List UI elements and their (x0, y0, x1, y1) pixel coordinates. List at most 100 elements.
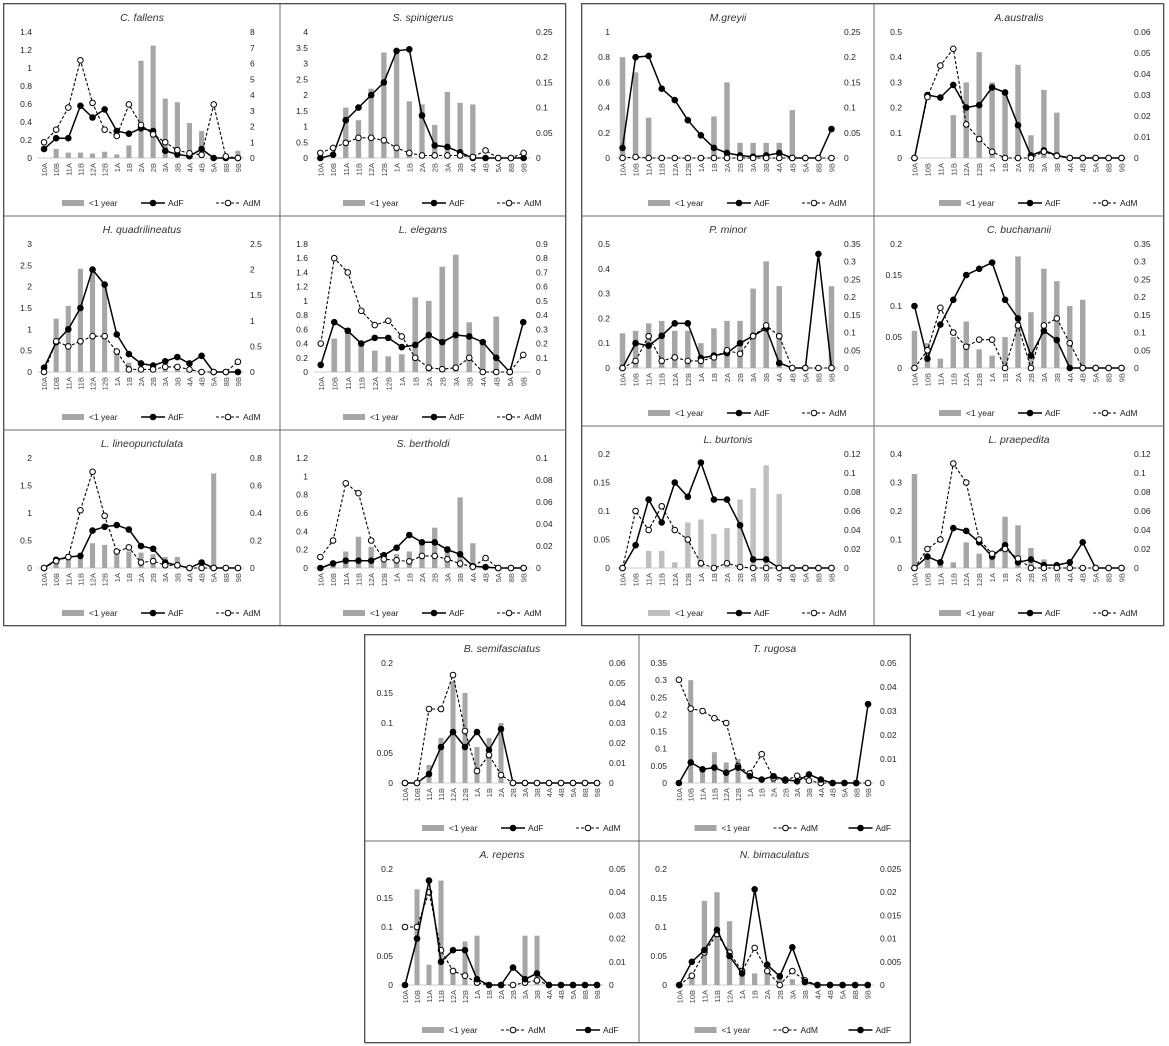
bar (77, 152, 83, 158)
point-adm (788, 154, 796, 162)
x-tick-label: 12A (671, 373, 680, 386)
point-adm (815, 154, 822, 162)
x-tick-label: 4B (1079, 163, 1088, 172)
bar (989, 553, 995, 568)
point-adm (1053, 315, 1061, 322)
point-adm (751, 944, 758, 952)
y-left-tick-label: 1.5 (20, 303, 32, 313)
legend-label: <1 year (675, 608, 704, 618)
x-tick-label: 10B (688, 990, 697, 1003)
x-tick-label: 4A (545, 788, 554, 797)
x-tick-label: 4B (198, 377, 207, 386)
x-tick-label: 2A (1014, 163, 1023, 172)
point-adm (802, 154, 809, 162)
point-adm (456, 560, 464, 567)
x-tick-label: 11A (645, 163, 654, 176)
x-tick-label: 5A (839, 990, 848, 999)
x-tick-label: 3B (173, 573, 182, 582)
point-adm (161, 561, 169, 569)
bar (950, 562, 957, 568)
point-adm (793, 772, 801, 780)
bar (619, 57, 626, 159)
y-left-tick-label: 2.5 (296, 74, 308, 84)
chart-panel-border (364, 840, 640, 1044)
point-adm (149, 131, 157, 138)
y-left-tick-label: 0.2 (655, 864, 667, 874)
point-adm (697, 559, 705, 567)
legend-swatch-marker (430, 199, 438, 207)
legend-swatch-bar (62, 200, 84, 206)
point-adm (418, 552, 426, 560)
x-tick-label: 3A (1040, 573, 1049, 582)
x-tick-label: 12B (461, 788, 470, 801)
y-left-tick-label: 0.1 (381, 922, 393, 932)
x-tick-label: 3A (749, 373, 758, 382)
x-tick-label: 12B (380, 163, 389, 176)
x-tick-label: 1A (473, 788, 482, 797)
point-adm (521, 779, 529, 787)
x-tick-label: 10B (923, 373, 932, 386)
y-right-tick-label: 0.02 (880, 887, 897, 897)
legend-swatch-marker (810, 199, 818, 207)
point-adm (723, 346, 731, 354)
y-left-tick-label: 4 (303, 27, 308, 37)
point-adm (671, 154, 679, 162)
legend-swatch-bar (939, 610, 961, 616)
point-adf (632, 53, 639, 61)
y-right-tick-label: 0.1 (844, 468, 856, 478)
point-adf (699, 765, 706, 773)
legend-swatch-marker (584, 1026, 592, 1034)
point-adm (461, 972, 469, 980)
x-tick-label: 3A (521, 990, 530, 999)
point-adm (1079, 564, 1087, 572)
point-adm (828, 364, 835, 372)
legend-label: AdM (829, 198, 846, 208)
point-adm (775, 332, 783, 340)
point-adm (1027, 364, 1035, 372)
y-right-tick-label: 0.02 (1134, 544, 1151, 554)
x-tick-label: 3A (161, 163, 170, 172)
y-right-tick-label: 0.5 (250, 341, 262, 351)
x-tick-label: 1A (393, 163, 402, 172)
chart-panel-border (638, 840, 911, 1044)
x-tick-label: 9B (234, 377, 243, 386)
y-right-tick-label: 0.03 (1134, 90, 1151, 100)
y-left-tick-label: 0.25 (650, 692, 667, 702)
x-tick-label: 10B (52, 573, 61, 586)
chart-panel: C. fallens 0 0.2 0.4 0.6 0.8 1 1.2 1.4 0 1 2 3 4 5 6 7 8 1… (3, 3, 281, 217)
y-right-tick-label: 0.6 (250, 481, 262, 491)
x-tick-label: 2A (1014, 573, 1023, 582)
x-tick-label: 4B (198, 163, 207, 172)
point-adf (671, 320, 679, 327)
chart-title: M.greyii (710, 12, 747, 24)
chart-title: S. spinigerus (393, 12, 454, 24)
point-adm (40, 368, 48, 376)
x-tick-label: 9B (827, 373, 836, 382)
legend-label: AdF (1045, 608, 1061, 618)
y-left-tick-label: 1 (303, 296, 308, 306)
point-adm (222, 368, 230, 376)
point-adf (465, 333, 473, 340)
point-adf (710, 496, 718, 503)
x-tick-label: 1B (125, 573, 134, 582)
bar (344, 327, 351, 372)
point-adm (697, 357, 705, 365)
y-right-tick-label: 0.08 (844, 487, 861, 497)
x-tick-label: 4A (469, 163, 478, 172)
legend-label: AdF (449, 198, 465, 208)
y-right-tick-label: 3 (250, 106, 255, 116)
point-adm (444, 555, 451, 563)
point-adm (137, 121, 145, 129)
bar (924, 553, 931, 568)
bar (1015, 256, 1021, 368)
bar (724, 528, 730, 568)
bar (724, 320, 730, 368)
point-adm (198, 368, 205, 376)
chart-title: N. bimaculatus (740, 849, 810, 861)
point-adf (937, 94, 944, 101)
y-left-tick-label: 2 (303, 90, 308, 100)
point-adm (520, 149, 527, 157)
point-adm (101, 512, 108, 520)
x-tick-label: 4A (469, 573, 478, 582)
